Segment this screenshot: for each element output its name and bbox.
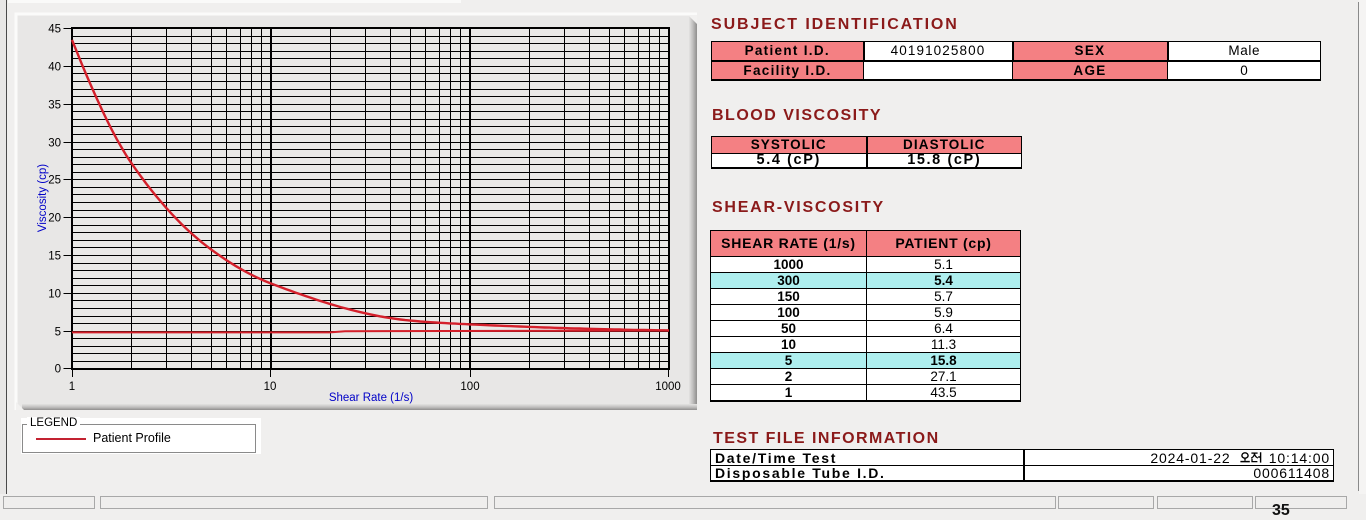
svg-text:1: 1 — [69, 381, 75, 393]
svg-text:45: 45 — [48, 23, 61, 35]
svg-text:10: 10 — [264, 381, 277, 393]
svg-text:Shear Rate (1/s): Shear Rate (1/s) — [329, 392, 414, 404]
svg-text:35: 35 — [48, 99, 61, 111]
svg-text:5: 5 — [55, 326, 61, 338]
svg-text:Viscosity (cp): Viscosity (cp) — [37, 164, 49, 232]
svg-text:25: 25 — [48, 174, 61, 186]
svg-text:1000: 1000 — [655, 381, 681, 393]
svg-text:30: 30 — [48, 137, 61, 149]
svg-text:100: 100 — [460, 381, 479, 393]
svg-text:15: 15 — [48, 250, 61, 262]
svg-text:40: 40 — [48, 61, 61, 73]
svg-text:20: 20 — [48, 212, 61, 224]
svg-text:0: 0 — [55, 363, 61, 375]
svg-text:10: 10 — [48, 288, 61, 300]
